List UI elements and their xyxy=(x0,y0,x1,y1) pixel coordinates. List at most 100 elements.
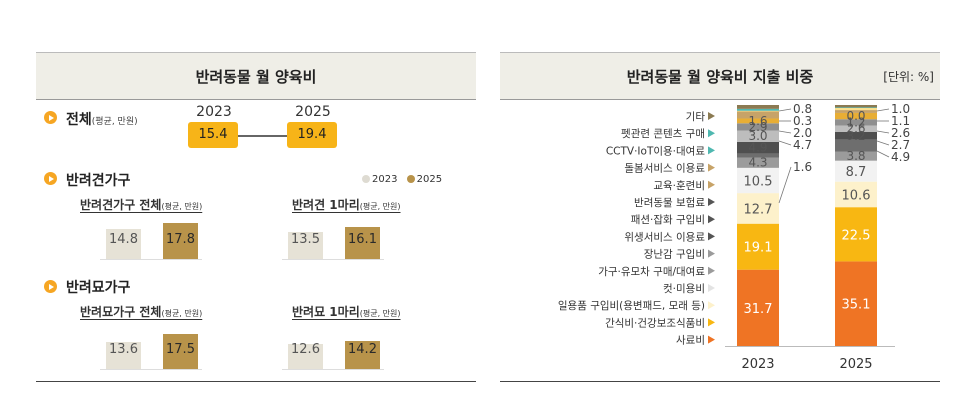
stack-segment xyxy=(835,181,877,208)
legend-label: 장난감 구입비 xyxy=(644,248,705,261)
segment-label: 19.1 xyxy=(744,241,773,256)
legend-label: 반려동물 보험료 xyxy=(634,197,705,209)
leader-line xyxy=(778,166,792,204)
total-heading: 전체(평균, 만원) xyxy=(66,112,138,128)
mini-bar-2025 xyxy=(345,340,380,369)
bullet-icon xyxy=(44,111,57,124)
legend-label: 펫관련 콘텐츠 구매 xyxy=(621,128,705,140)
legend-arrow-icon xyxy=(708,180,715,189)
bullet-icon xyxy=(44,280,57,293)
mini-bar-2023 xyxy=(106,229,141,259)
mini-baseline xyxy=(100,369,202,370)
stack-segment xyxy=(835,139,877,152)
total-value-2025: 19.4 xyxy=(287,122,337,148)
segment-label: 31.7 xyxy=(744,302,773,317)
cat-heading: 반려묘가구 xyxy=(66,280,131,296)
segment-label: 0.0 xyxy=(846,109,865,123)
legend-label: 교육·훈련비 xyxy=(653,179,705,192)
segment-label: 8.7 xyxy=(846,165,867,180)
dog-heading: 반려견가구 xyxy=(66,173,131,189)
outside-label: 0.8 xyxy=(793,102,812,116)
outside-label: 0.3 xyxy=(793,114,812,128)
mini-bar-2023 xyxy=(106,341,141,369)
leader-line xyxy=(778,108,792,112)
stack-segment xyxy=(737,167,779,194)
left-bottom-rule xyxy=(36,381,476,382)
bullet-icon xyxy=(44,172,57,185)
stack-segment xyxy=(737,123,779,131)
stack-segment xyxy=(835,261,877,346)
legend-label: 가구·유모차 구매/대여료 xyxy=(598,266,705,278)
right-header: 반려동물 월 양육비 지출 비중 [단위: %] xyxy=(500,52,940,100)
legend-label: 위생서비스 이용료 xyxy=(624,230,705,243)
mini-baseline xyxy=(100,259,202,260)
mini-bar-label: 13.6 xyxy=(109,342,138,357)
legend-arrow-icon xyxy=(708,146,715,155)
stack-segment xyxy=(737,153,779,158)
legend-label: 간식비·건강보조식품비 xyxy=(605,317,705,329)
segment-label: 1.2 xyxy=(846,115,865,129)
stack-segment xyxy=(835,151,877,161)
legend-arrow-icon xyxy=(708,284,715,292)
stack-segment xyxy=(835,119,877,126)
right-title: 반려동물 월 양육비 지출 비중 xyxy=(626,68,814,86)
left-title: 반려동물 월 양육비 xyxy=(195,68,317,86)
total-year-2025: 2025 xyxy=(295,104,331,120)
mini-baseline xyxy=(282,259,384,260)
mini-bar-label: 13.5 xyxy=(291,232,320,247)
legend-label: 컷·미용비 xyxy=(663,283,705,295)
dog-one-title: 반려견 1마리(평균, 만원) xyxy=(292,198,401,212)
year-legend: 2023 2025 xyxy=(362,174,442,185)
outside-label: 2.0 xyxy=(793,126,812,140)
outside-label: 4.7 xyxy=(793,138,812,152)
stacked-bar-chart: 31.719.112.710.54.34.93.02.91.60.80.32.0… xyxy=(558,102,910,372)
legend-label: 사료비 xyxy=(676,335,705,347)
left-header: 반려동물 월 양육비 xyxy=(36,52,476,100)
stack-segment xyxy=(737,157,779,168)
legend-label: CCTV·IoT이용·대여료 xyxy=(606,145,706,157)
leader-line xyxy=(876,140,890,146)
outside-label: 1.1 xyxy=(891,114,910,128)
cat-total-title: 반려묘가구 전체(평균, 만원) xyxy=(80,305,203,319)
legend-2023: 2023 xyxy=(362,174,397,185)
stack-segment xyxy=(737,118,779,124)
stack-segment xyxy=(835,112,877,120)
leader-line xyxy=(778,130,792,134)
legend-arrow-icon xyxy=(708,163,715,172)
monthly-cost-panel: 반려동물 월 양육비 전체(평균, 만원) 2023 2025 15.4 19.… xyxy=(36,52,476,382)
mini-bar-2025 xyxy=(163,223,198,259)
legend-dot-icon xyxy=(362,175,370,183)
segment-label: 35.1 xyxy=(842,298,871,313)
stack-segment xyxy=(835,107,877,111)
mini-bar-label: 17.5 xyxy=(166,342,195,357)
mini-bar-label: 16.1 xyxy=(348,232,377,247)
legend-arrow-icon xyxy=(708,112,715,120)
leader-line xyxy=(876,130,890,134)
segment-label: 4.3 xyxy=(748,156,767,170)
stack-segment xyxy=(737,223,779,270)
stack-segment xyxy=(737,269,779,346)
segment-label: 10.5 xyxy=(744,174,773,189)
mini-bar-2025 xyxy=(163,334,198,369)
legend-label: 일용품 구입비(용변패드, 모래 등) xyxy=(558,299,705,312)
mini-bar-label: 14.8 xyxy=(109,232,138,247)
legend-arrow-icon xyxy=(708,301,715,310)
stack-segment xyxy=(737,193,779,224)
leader-line xyxy=(876,108,890,112)
segment-label: 2.9 xyxy=(748,120,767,134)
leader-line xyxy=(778,140,792,146)
stack-segment xyxy=(835,125,877,132)
stack-segment xyxy=(737,105,779,109)
cat-one-title: 반려묘 1마리(평균, 만원) xyxy=(292,305,401,319)
stack-segment xyxy=(835,160,877,182)
legend-arrow-icon xyxy=(708,198,715,206)
legend-label: 패션·잡화 구입비 xyxy=(631,213,705,226)
segment-label: 10.6 xyxy=(842,188,871,203)
mini-bar-label: 17.8 xyxy=(166,232,195,247)
legend-arrow-icon xyxy=(708,129,715,138)
dog-total-title: 반려견가구 전체(평균, 만원) xyxy=(80,198,203,212)
stack-segment xyxy=(737,130,779,142)
stack-segment xyxy=(737,108,779,111)
segment-label: 4.9 xyxy=(748,141,767,155)
stack-segment xyxy=(737,111,779,119)
